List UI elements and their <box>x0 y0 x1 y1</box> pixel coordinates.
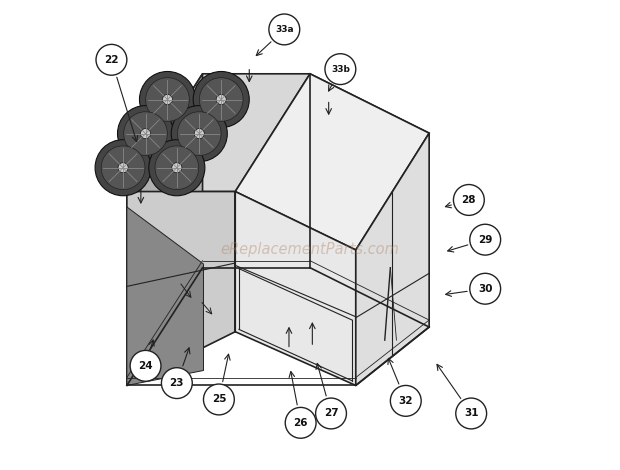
Circle shape <box>325 54 356 85</box>
Circle shape <box>203 384 234 415</box>
Circle shape <box>200 78 243 121</box>
Text: 30: 30 <box>478 284 492 294</box>
Text: 33b: 33b <box>331 65 350 74</box>
Circle shape <box>146 78 189 121</box>
Text: 29: 29 <box>478 235 492 245</box>
Text: 27: 27 <box>324 408 339 418</box>
Circle shape <box>316 398 347 429</box>
Circle shape <box>130 351 161 381</box>
Circle shape <box>141 129 151 139</box>
Circle shape <box>171 106 228 162</box>
Circle shape <box>216 94 226 104</box>
Circle shape <box>96 44 127 75</box>
Circle shape <box>162 94 172 104</box>
Circle shape <box>101 146 145 189</box>
Circle shape <box>453 185 484 215</box>
Polygon shape <box>235 74 429 250</box>
Text: 25: 25 <box>211 394 226 405</box>
Circle shape <box>269 14 299 45</box>
Text: eReplacementParts.com: eReplacementParts.com <box>221 242 399 257</box>
Text: 22: 22 <box>104 55 118 65</box>
Circle shape <box>470 274 500 304</box>
Circle shape <box>118 106 174 162</box>
Text: 28: 28 <box>462 195 476 205</box>
Text: 33a: 33a <box>275 25 294 34</box>
Circle shape <box>118 163 128 173</box>
Circle shape <box>95 140 151 196</box>
Polygon shape <box>127 192 235 385</box>
Text: 31: 31 <box>464 408 479 418</box>
Circle shape <box>285 407 316 438</box>
Circle shape <box>177 112 221 156</box>
Circle shape <box>140 71 195 127</box>
Circle shape <box>391 385 421 416</box>
Circle shape <box>123 112 167 156</box>
Text: 24: 24 <box>138 361 153 371</box>
Polygon shape <box>235 192 356 385</box>
Circle shape <box>193 71 249 127</box>
Circle shape <box>456 398 487 429</box>
Circle shape <box>155 146 198 189</box>
Circle shape <box>149 140 205 196</box>
Circle shape <box>161 368 192 399</box>
Text: 23: 23 <box>170 378 184 388</box>
Circle shape <box>470 224 500 255</box>
Circle shape <box>194 129 205 139</box>
Text: 26: 26 <box>293 418 308 428</box>
Polygon shape <box>127 74 310 192</box>
Polygon shape <box>310 74 429 327</box>
Circle shape <box>172 163 182 173</box>
Polygon shape <box>356 133 429 385</box>
Polygon shape <box>127 207 203 385</box>
Text: 32: 32 <box>399 396 413 406</box>
Polygon shape <box>127 74 203 385</box>
